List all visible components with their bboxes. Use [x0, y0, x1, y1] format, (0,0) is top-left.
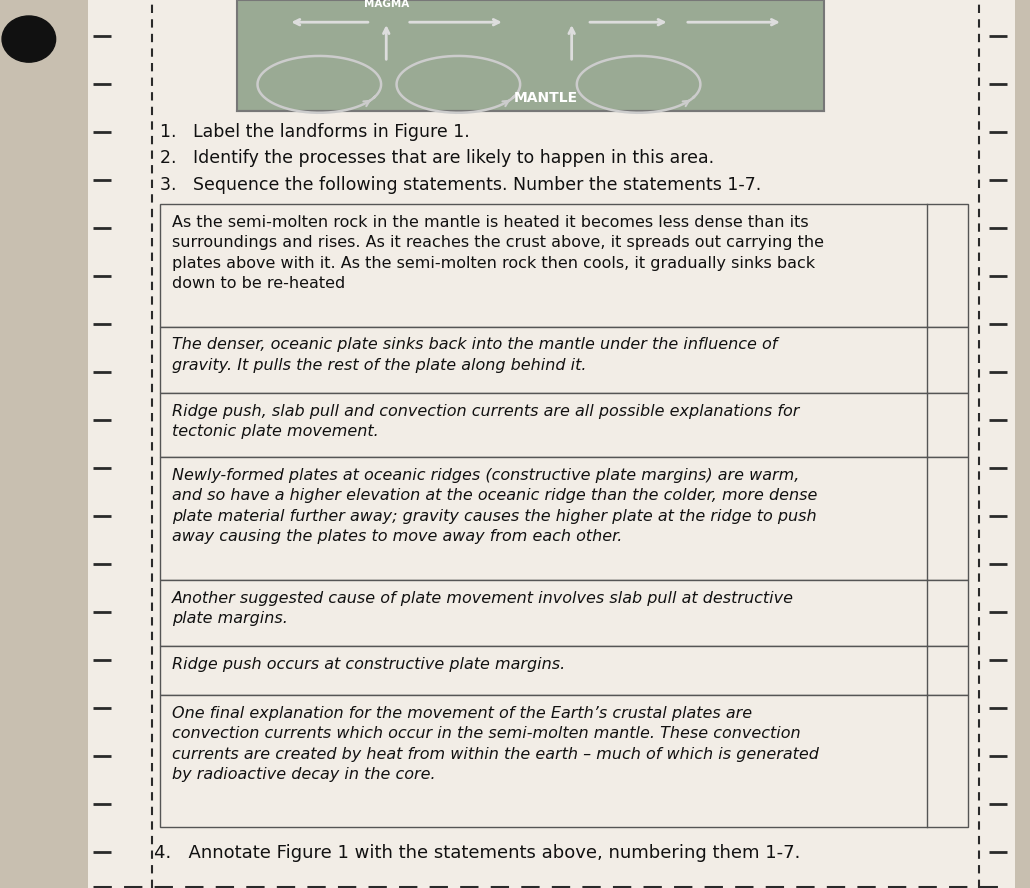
Text: One final explanation for the movement of the Earth’s crustal plates are
convect: One final explanation for the movement o… [172, 706, 819, 782]
FancyBboxPatch shape [160, 327, 968, 393]
Text: Ridge push, slab pull and convection currents are all possible explanations for
: Ridge push, slab pull and convection cur… [172, 404, 799, 440]
FancyBboxPatch shape [160, 580, 968, 646]
FancyBboxPatch shape [160, 646, 968, 695]
FancyBboxPatch shape [160, 695, 968, 827]
Text: 4.   Annotate Figure 1 with the statements above, numbering them 1-7.: 4. Annotate Figure 1 with the statements… [154, 844, 801, 862]
FancyBboxPatch shape [160, 204, 968, 327]
Text: As the semi-molten rock in the mantle is heated it becomes less dense than its
s: As the semi-molten rock in the mantle is… [172, 215, 824, 291]
Text: Another suggested cause of plate movement involves slab pull at destructive
plat: Another suggested cause of plate movemen… [172, 591, 794, 626]
Text: 2.   Identify the processes that are likely to happen in this area.: 2. Identify the processes that are likel… [160, 149, 714, 167]
FancyBboxPatch shape [160, 457, 968, 580]
FancyBboxPatch shape [88, 0, 1015, 888]
FancyBboxPatch shape [160, 393, 968, 457]
Text: Newly-formed plates at oceanic ridges (constructive plate margins) are warm,
and: Newly-formed plates at oceanic ridges (c… [172, 468, 818, 544]
Text: MANTLE: MANTLE [514, 91, 578, 105]
Text: RISING
MAGMA: RISING MAGMA [364, 0, 409, 9]
Text: 1.   Label the landforms in Figure 1.: 1. Label the landforms in Figure 1. [160, 123, 470, 140]
FancyBboxPatch shape [237, 0, 824, 111]
Text: The denser, oceanic plate sinks back into the mantle under the influence of
grav: The denser, oceanic plate sinks back int… [172, 337, 778, 373]
Circle shape [2, 16, 56, 62]
Text: 3.   Sequence the following statements. Number the statements 1-7.: 3. Sequence the following statements. Nu… [160, 176, 761, 194]
Text: Ridge push occurs at constructive plate margins.: Ridge push occurs at constructive plate … [172, 657, 565, 672]
